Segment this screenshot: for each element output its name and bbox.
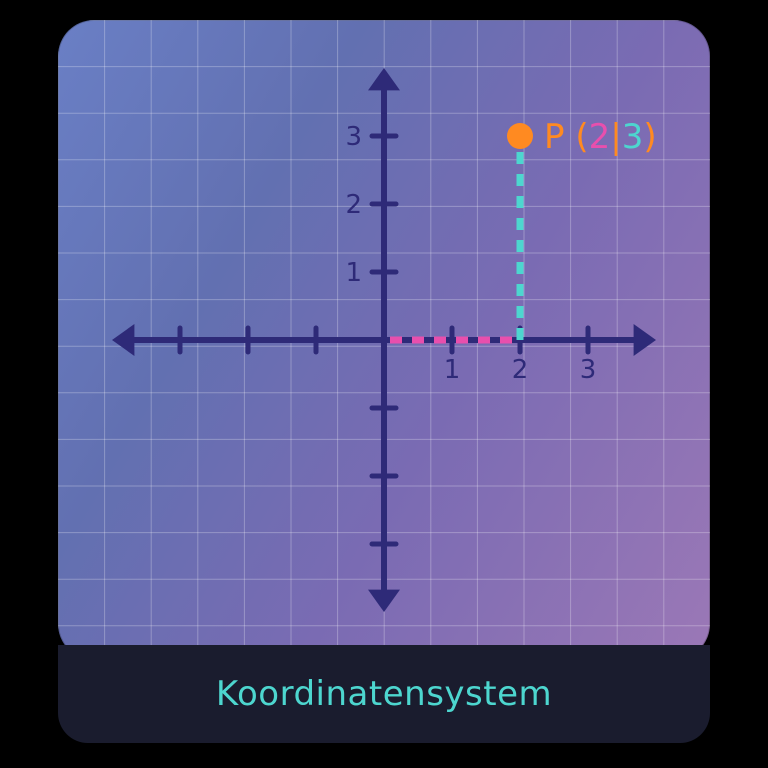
svg-text:1: 1: [345, 258, 362, 288]
svg-text:2: 2: [512, 355, 529, 385]
svg-text:1: 1: [444, 355, 461, 385]
coordinate-panel: 1 2 3 1 2 3 P (2|3): [58, 20, 710, 660]
svg-text:3: 3: [345, 122, 362, 152]
caption-bar: Koordinatensystem: [58, 645, 710, 743]
svg-text:2: 2: [345, 190, 362, 220]
svg-text:P (2|3): P (2|3): [544, 117, 657, 157]
caption-text: Koordinatensystem: [216, 674, 552, 714]
coordinate-svg: 1 2 3 1 2 3 P (2|3): [58, 20, 710, 660]
svg-text:3: 3: [580, 355, 597, 385]
stage: 1 2 3 1 2 3 P (2|3) Koordinatensystem: [0, 0, 768, 768]
